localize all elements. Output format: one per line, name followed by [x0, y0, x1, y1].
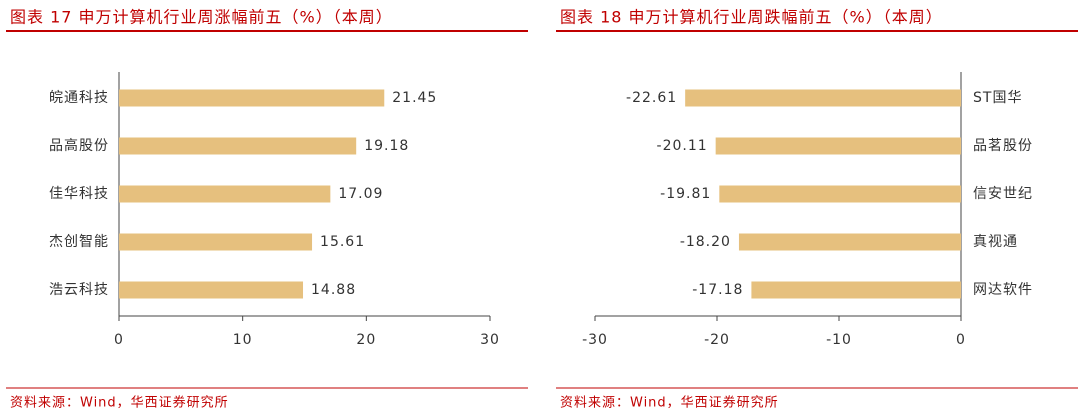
x-tick-label: -10 [826, 332, 852, 348]
bar [119, 281, 304, 299]
bar [119, 185, 331, 203]
value-label: 21.45 [392, 90, 437, 106]
bar [119, 137, 357, 155]
x-tick-label: 0 [114, 332, 124, 348]
bar [685, 89, 961, 107]
category-label: 皖通科技 [49, 90, 109, 106]
value-label: -19.81 [660, 186, 711, 202]
x-tick-label: 30 [480, 332, 500, 348]
x-tick-label: 20 [356, 332, 376, 348]
bar [119, 89, 385, 107]
category-label: 网达软件 [973, 282, 1033, 298]
bar [738, 233, 961, 251]
chart-title: 图表 18 申万计算机行业周跌幅前五（%）（本周） [560, 8, 943, 27]
source: 资料来源：Wind，华西证券研究所 [560, 395, 779, 411]
value-label: 14.88 [311, 282, 356, 298]
value-label: 19.18 [364, 138, 409, 154]
value-label: -18.20 [680, 234, 731, 250]
bar [119, 233, 313, 251]
category-label: 品高股份 [49, 137, 109, 154]
x-tick-label: 0 [956, 332, 966, 348]
bar [751, 281, 961, 299]
bar [719, 185, 961, 203]
value-label: -17.18 [692, 282, 743, 298]
category-label: 品茗股份 [973, 138, 1033, 154]
x-tick-label: -20 [704, 332, 730, 348]
value-label: 17.09 [338, 186, 383, 202]
x-tick-label: -30 [582, 332, 608, 348]
x-tick-label: 10 [233, 332, 253, 348]
category-label: 信安世纪 [973, 186, 1033, 202]
category-label: 真视通 [973, 234, 1018, 250]
value-label: -20.11 [657, 138, 708, 154]
category-label: 佳华科技 [49, 186, 109, 202]
category-label: 浩云科技 [49, 282, 109, 298]
category-label: 杰创智能 [49, 234, 109, 250]
chart-title: 图表 17 申万计算机行业周涨幅前五（%）（本周） [10, 8, 393, 27]
value-label: 15.61 [320, 234, 365, 250]
category-label: ST国华 [973, 90, 1022, 106]
source: 资料来源：Wind，华西证券研究所 [10, 395, 229, 411]
value-label: -22.61 [626, 90, 677, 106]
bar [715, 137, 961, 155]
